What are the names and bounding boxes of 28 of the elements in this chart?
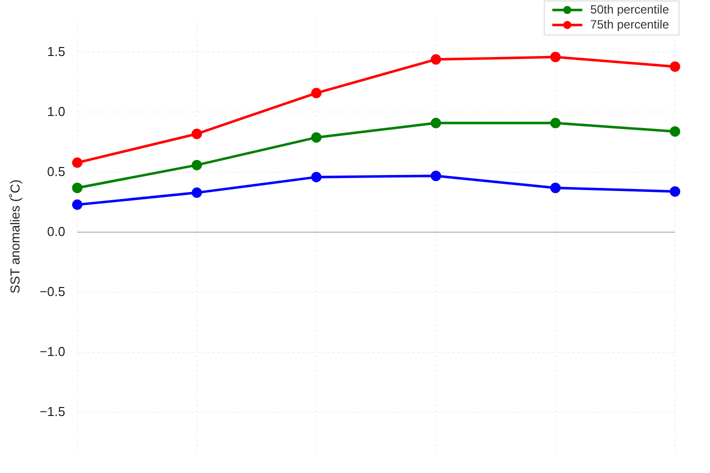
point: [670, 186, 680, 197]
point: [192, 128, 202, 140]
y-axis-title: SST anomalies (˚C): [7, 180, 22, 294]
legend-label: 75th percentile: [590, 17, 670, 32]
y-tick-label: −0.5: [40, 284, 66, 299]
point: [550, 52, 561, 62]
point: [311, 132, 322, 143]
y-tick-label: −1.0: [40, 344, 66, 359]
point: [192, 187, 202, 198]
point: [72, 182, 83, 194]
point: [72, 157, 83, 168]
y-tick-label: 0.5: [47, 164, 66, 179]
point: [430, 54, 442, 65]
y-tick-label: 1.5: [47, 44, 66, 59]
point: [311, 88, 322, 98]
y-tick-label: 1.0: [47, 104, 66, 119]
point: [670, 61, 680, 72]
point: [550, 182, 561, 194]
point: [670, 126, 680, 137]
point: [192, 160, 202, 170]
y-tick-label: −1.5: [40, 404, 66, 419]
point: [550, 118, 561, 128]
point: [72, 199, 83, 210]
point: [311, 172, 322, 182]
point: [430, 118, 442, 128]
point: [430, 170, 442, 182]
y-tick-label: 0.0: [47, 224, 66, 239]
legend-label: 50th percentile: [590, 2, 670, 16]
